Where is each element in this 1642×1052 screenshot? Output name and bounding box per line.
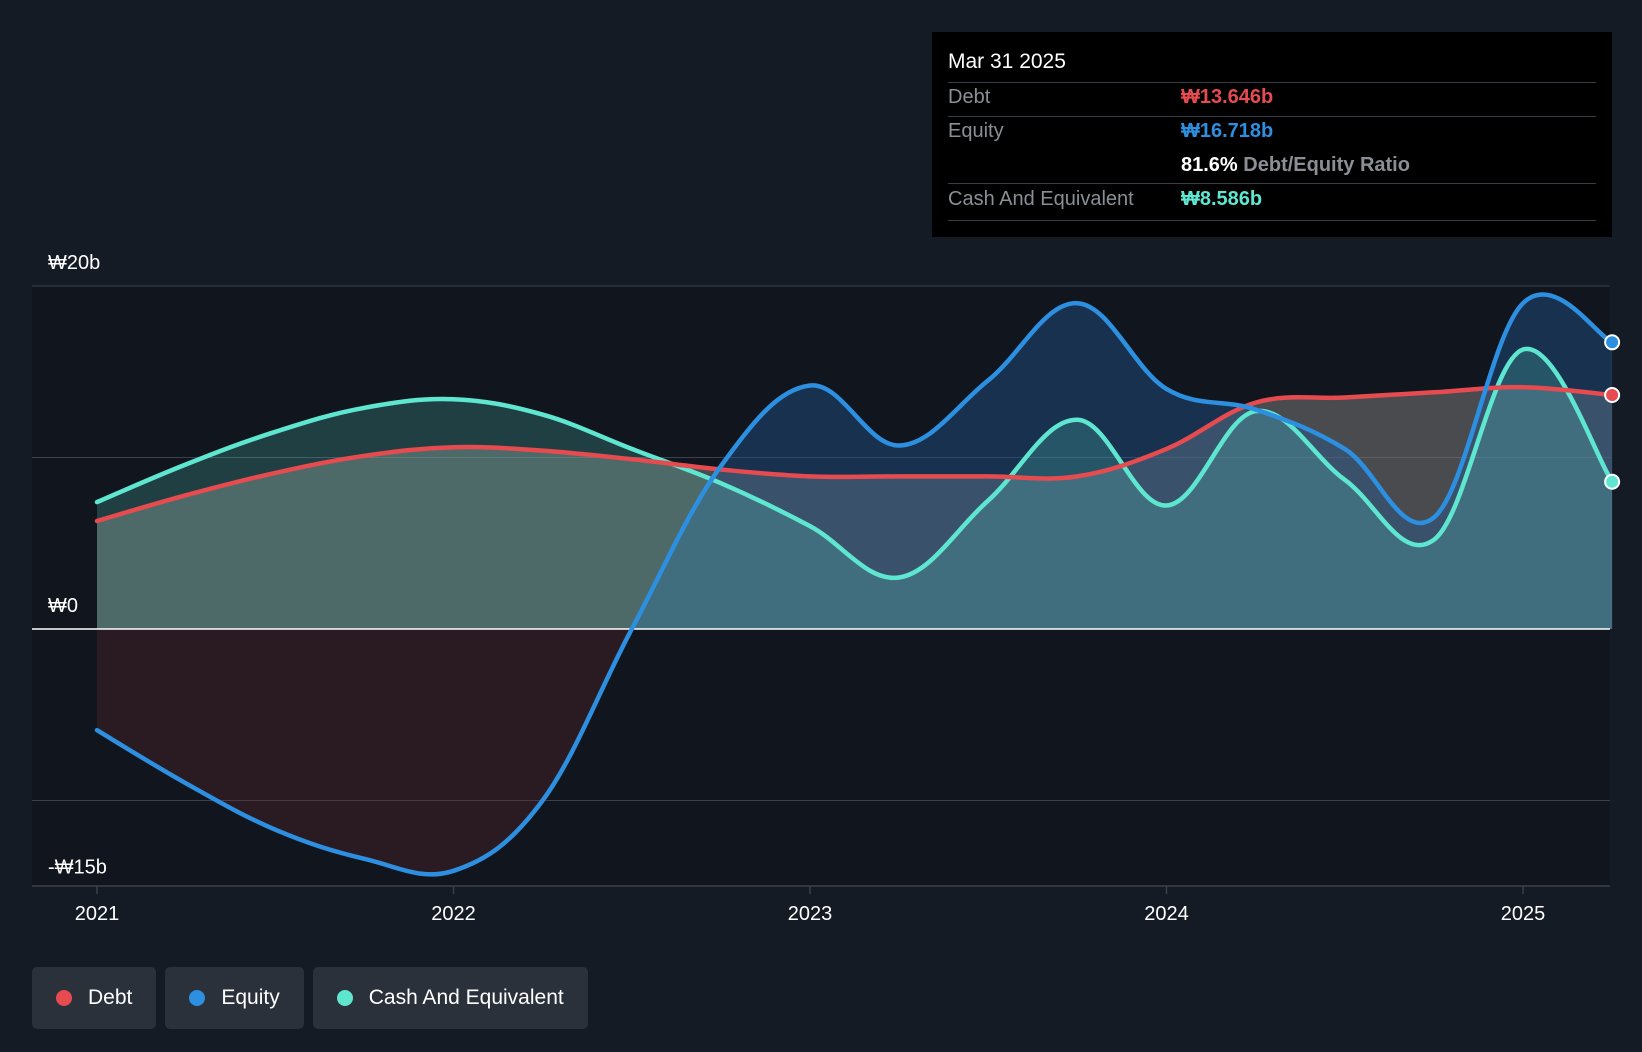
equity-area-positive <box>97 294 1613 629</box>
y-tick-label: ₩20b <box>48 252 100 274</box>
x-tick-label: 2023 <box>788 903 833 925</box>
debt-end-marker <box>1604 386 1621 403</box>
tooltip-divider <box>948 116 1596 117</box>
y-tick-label: -₩15b <box>48 856 107 878</box>
tooltip-panel: Mar 31 2025 Debt ₩13.646b Equity ₩16.718… <box>932 32 1612 237</box>
equity-dot-icon <box>189 990 206 1006</box>
cash-dot-icon <box>336 990 353 1006</box>
equity-area-negative <box>97 629 1613 875</box>
x-tick-label: 2021 <box>75 903 120 925</box>
tooltip-equity-value: ₩16.718b <box>1181 120 1274 142</box>
debt-dot-icon <box>56 990 72 1006</box>
legend-item-debt[interactable]: Debt <box>32 967 157 1029</box>
tooltip-debt-value: ₩13.646b <box>1181 86 1274 108</box>
x-tick-label: 2025 <box>1501 903 1546 925</box>
chart-legend: Debt Equity Cash And Equivalent <box>32 967 588 1029</box>
tooltip-divider <box>948 220 1596 221</box>
tooltip-cash-value: ₩8.586b <box>1181 188 1263 210</box>
tooltip-divider <box>948 82 1596 83</box>
cash-and-equivalent-area-positive <box>97 348 1613 629</box>
equity-line <box>94 292 1615 877</box>
debt-line <box>94 384 1615 524</box>
tooltip-cash-label: Cash And Equivalent <box>948 188 1134 210</box>
equity-end-marker <box>1604 334 1621 351</box>
legend-item-cash[interactable]: Cash And Equivalent <box>312 967 588 1029</box>
legend-label: Equity <box>221 986 280 1009</box>
legend-label: Cash And Equivalent <box>368 986 564 1009</box>
legend-label: Debt <box>88 986 133 1009</box>
tooltip-ratio-value: 81.6% <box>1181 154 1238 176</box>
x-tick-label: 2022 <box>431 903 476 925</box>
tooltip-equity-label: Equity <box>948 120 1004 142</box>
tooltip-debt-label: Debt <box>948 86 991 108</box>
cash-and-equivalent-line <box>94 346 1615 580</box>
tooltip-ratio: 81.6% Debt/Equity Ratio <box>1181 154 1410 177</box>
tooltip-ratio-label: Debt/Equity Ratio <box>1243 154 1410 176</box>
tooltip-date: Mar 31 2025 <box>948 50 1066 73</box>
tooltip-divider <box>948 183 1596 184</box>
y-tick-label: ₩0 <box>48 595 78 617</box>
cash-and-equivalent-end-marker <box>1604 473 1621 490</box>
x-tick-label: 2024 <box>1144 903 1189 925</box>
legend-item-equity[interactable]: Equity <box>165 967 304 1029</box>
